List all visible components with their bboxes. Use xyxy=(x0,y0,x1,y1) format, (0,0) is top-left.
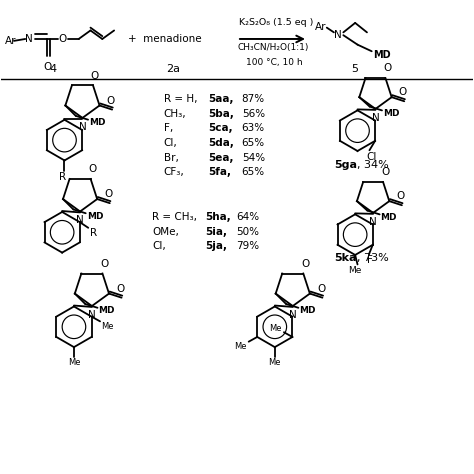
Text: Me: Me xyxy=(101,321,113,330)
Text: 54%: 54% xyxy=(242,153,265,163)
Text: 100 °C, 10 h: 100 °C, 10 h xyxy=(246,58,303,67)
Text: 65%: 65% xyxy=(242,167,265,177)
Text: R: R xyxy=(59,172,66,182)
Text: Ar: Ar xyxy=(4,36,16,46)
Text: CH₃,: CH₃, xyxy=(164,109,186,118)
Text: MD: MD xyxy=(87,211,103,220)
Text: 56%: 56% xyxy=(242,109,265,118)
Text: R = H,: R = H, xyxy=(164,94,197,104)
Text: CH₃CN/H₂O(1:1): CH₃CN/H₂O(1:1) xyxy=(237,44,309,53)
Text: O: O xyxy=(107,96,115,106)
Text: K₂S₂O₈ (1.5 eq ): K₂S₂O₈ (1.5 eq ) xyxy=(239,18,314,27)
Text: , 73%: , 73% xyxy=(357,253,389,263)
Text: O: O xyxy=(317,284,325,294)
Text: MD: MD xyxy=(383,109,400,118)
Text: Me: Me xyxy=(348,266,362,275)
Text: Cl: Cl xyxy=(366,152,377,163)
Text: 5ca,: 5ca, xyxy=(209,123,233,133)
Text: F,: F, xyxy=(164,123,173,133)
Text: N: N xyxy=(369,217,377,227)
Text: O: O xyxy=(396,191,405,201)
Text: O: O xyxy=(89,164,97,174)
Text: N: N xyxy=(25,34,33,44)
Text: +  menadione: + menadione xyxy=(128,34,202,44)
Text: Cl,: Cl, xyxy=(164,138,177,148)
Text: R: R xyxy=(90,228,97,237)
Text: 5ba,: 5ba, xyxy=(209,109,235,118)
Text: Me: Me xyxy=(68,358,80,367)
Text: 87%: 87% xyxy=(242,94,265,104)
Text: 5ia,: 5ia, xyxy=(205,227,227,237)
Text: 65%: 65% xyxy=(242,138,265,148)
Text: O: O xyxy=(91,71,99,81)
Text: O: O xyxy=(381,167,389,177)
Text: O: O xyxy=(59,34,67,44)
Text: MD: MD xyxy=(373,50,390,60)
Text: MD: MD xyxy=(299,306,316,315)
Text: Ar: Ar xyxy=(315,22,327,32)
Text: Cl,: Cl, xyxy=(152,241,166,251)
Text: O: O xyxy=(104,190,112,200)
Text: Br,: Br, xyxy=(164,153,179,163)
Text: Me: Me xyxy=(269,358,281,367)
Text: N: N xyxy=(372,113,379,123)
Text: 5ea,: 5ea, xyxy=(209,153,234,163)
Text: F: F xyxy=(367,255,373,265)
Text: O: O xyxy=(100,259,109,269)
Text: 79%: 79% xyxy=(236,241,259,251)
Text: Me: Me xyxy=(270,324,282,333)
Text: O: O xyxy=(116,284,124,294)
Text: CF₃,: CF₃, xyxy=(164,167,184,177)
Text: O: O xyxy=(383,64,392,73)
Text: MD: MD xyxy=(381,213,397,222)
Text: MD: MD xyxy=(89,118,106,127)
Text: N: N xyxy=(79,122,86,132)
Text: Me: Me xyxy=(234,342,247,351)
Text: 5ka: 5ka xyxy=(334,253,356,263)
Text: OMe,: OMe, xyxy=(152,227,179,237)
Text: 63%: 63% xyxy=(242,123,265,133)
Text: N: N xyxy=(334,30,342,40)
Text: 5: 5 xyxy=(352,64,359,74)
Text: 50%: 50% xyxy=(236,227,259,237)
Text: O: O xyxy=(399,88,407,98)
Text: O: O xyxy=(301,259,310,269)
Text: 5fa,: 5fa, xyxy=(209,167,232,177)
Text: O: O xyxy=(43,62,51,72)
Text: N: N xyxy=(88,310,96,320)
Text: 64%: 64% xyxy=(236,212,259,222)
Text: R = CH₃,: R = CH₃, xyxy=(152,212,197,222)
Text: 5da,: 5da, xyxy=(209,138,235,148)
Text: N: N xyxy=(289,310,297,320)
Text: , 34%: , 34% xyxy=(357,160,389,170)
Text: 5ha,: 5ha, xyxy=(205,212,231,222)
Text: 5ja,: 5ja, xyxy=(205,241,227,251)
Text: N: N xyxy=(76,215,84,225)
Text: 4: 4 xyxy=(49,64,56,74)
Text: 2a: 2a xyxy=(166,64,180,74)
Text: MD: MD xyxy=(99,306,115,315)
Text: 5ga: 5ga xyxy=(334,160,357,170)
Text: 5aa,: 5aa, xyxy=(209,94,234,104)
